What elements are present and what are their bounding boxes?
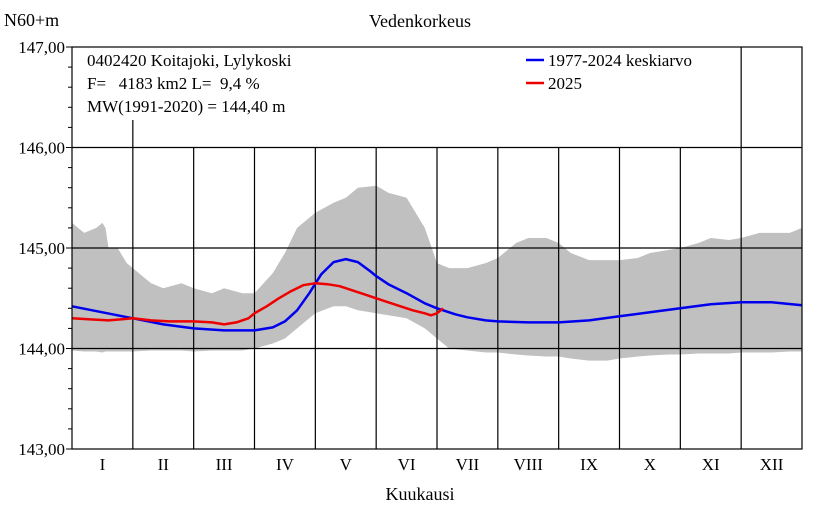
x-tick-label: XI [702,455,720,474]
x-tick-label: VII [456,455,480,474]
chart-title: Vedenkorkeus [369,11,471,31]
plot-frame [71,46,803,450]
info-box-bg [78,46,333,120]
x-tick-label: VI [398,455,416,474]
mean-level-text: MW(1991-2020) = 144,40 m [87,97,285,116]
catchment-area-text: F= 4183 km2 L= 9,4 % [87,74,260,93]
y-tick-label: 147,00 [18,38,65,57]
legend-current-label: 2025 [548,74,582,93]
current-year-series-line [71,281,444,326]
legend-box-bg [520,46,738,96]
x-tick-label: VIII [514,455,544,474]
mean-series-line [71,257,803,332]
y-tick-label: 143,00 [18,440,65,459]
series-layer [71,257,803,332]
x-axis-title: Kuukausi [385,484,455,504]
x-tick-label: XII [760,455,784,474]
x-tick-label: II [158,455,170,474]
x-tick-label: X [644,455,656,474]
x-tick-label: III [216,455,233,474]
station-name-text: 0402420 Koitajoki, Lylykoski [87,51,292,70]
y-tick-label: 146,00 [18,139,65,158]
y-tick-label: 144,00 [18,340,65,359]
x-tick-label: IV [276,455,295,474]
y-axis-unit-label: N60+m [4,10,60,30]
x-tick-label: IX [580,455,598,474]
x-tick-label: V [340,455,353,474]
y-tick-label: 145,00 [18,239,65,258]
x-tick-label: I [100,455,106,474]
legend-mean-label: 1977-2024 keskiarvo [548,51,692,70]
